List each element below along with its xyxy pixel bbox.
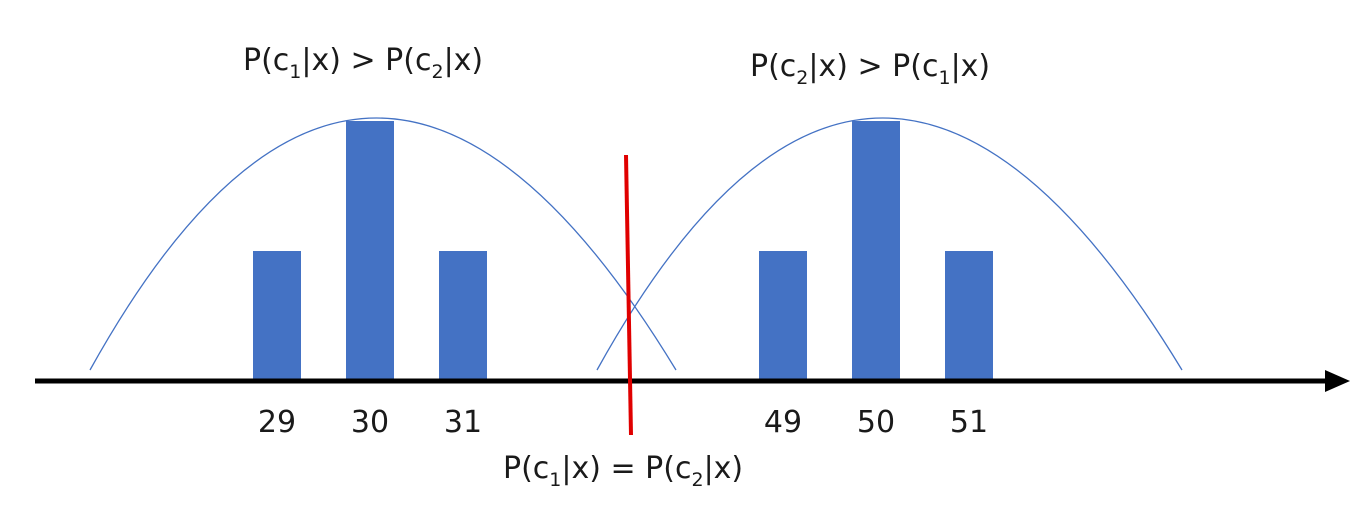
region-label-left-suffix: |x) [444,43,484,78]
tick-label-29: 29 [258,405,296,440]
x-axis [35,370,1350,392]
x-axis-arrow-icon [1325,370,1350,392]
tick-label-31: 31 [444,405,482,440]
bar-51 [945,251,993,381]
bar-50 [852,121,900,381]
boundary-label-sub2: 2 [691,469,703,491]
x-tick-labels: 29 30 31 49 50 51 [258,405,988,440]
tick-label-30: 30 [351,405,389,440]
tick-label-51: 51 [950,405,988,440]
bar-29 [253,251,301,381]
region-label-left-sub2: 2 [431,61,443,83]
region-label-left-prefix: P(c [243,43,289,78]
decision-boundary-line [624,154,633,436]
region-label-left-mid: |x) > P(c [301,43,431,78]
boundary-label: P(c1|x) = P(c2|x) [503,451,743,491]
boundary-label-prefix: P(c [503,451,549,486]
bars [253,121,993,381]
region-label-right-sub1: 2 [796,67,808,89]
tick-label-50: 50 [857,405,895,440]
class-2-likelihood-curve [596,117,1183,371]
boundary-label-suffix: |x) [704,451,744,486]
region-label-right-sub2: 1 [938,67,950,89]
bar-30 [346,121,394,381]
boundary-label-mid: |x) = P(c [561,451,691,486]
tick-label-49: 49 [764,405,802,440]
region-label-right-mid: |x) > P(c [808,49,938,84]
bar-31 [439,251,487,381]
region-label-left: P(c1|x) > P(c2|x) [243,43,483,83]
boundary-label-sub1: 1 [549,469,561,491]
region-label-right-suffix: |x) [951,49,991,84]
bar-49 [759,251,807,381]
region-label-right: P(c2|x) > P(c1|x) [750,49,990,89]
region-label-right-prefix: P(c [750,49,796,84]
class-1-likelihood-curve [89,117,677,371]
region-label-left-sub1: 1 [289,61,301,83]
